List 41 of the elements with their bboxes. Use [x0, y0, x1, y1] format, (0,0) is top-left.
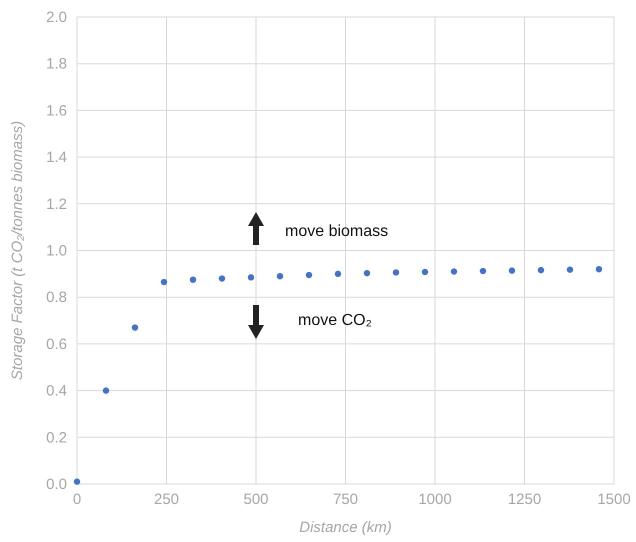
point [566, 266, 574, 273]
point [364, 270, 370, 276]
y-tick-label: 1.8 [46, 56, 67, 73]
y-axis-title: Storage Factor (t CO₂/tonnes biomass) [9, 120, 26, 380]
y-tick-label: 1.0 [46, 242, 67, 260]
x-tick-label: 1500 [597, 491, 631, 508]
y-tick-label: 0.6 [46, 336, 67, 353]
y-tick-label: 1.4 [46, 149, 67, 166]
point [276, 272, 284, 280]
y-tick-label: 2.0 [46, 9, 67, 26]
point [450, 268, 458, 275]
x-tick-label: 250 [154, 491, 180, 508]
x-tick-label: 500 [243, 491, 269, 508]
point [392, 269, 400, 276]
point [160, 278, 168, 286]
y-tick-label: 0.8 [46, 289, 67, 306]
point [102, 387, 110, 394]
point [248, 274, 254, 281]
point [334, 270, 342, 278]
annotation: move biomass [285, 223, 388, 240]
point [596, 266, 602, 272]
y-tick-label: 0.2 [46, 429, 67, 446]
point [190, 276, 196, 283]
point [74, 478, 80, 485]
point [422, 268, 428, 276]
y-tick-label: 0.0 [46, 476, 67, 493]
annotation: move CO₂ [298, 312, 372, 329]
point [218, 275, 226, 282]
x-axis-title: Distance (km) [299, 519, 392, 536]
y-tick-label: 0.4 [46, 382, 67, 400]
point [480, 268, 486, 274]
point [538, 266, 544, 274]
point [132, 324, 138, 331]
point [306, 272, 312, 278]
x-tick-label: 750 [332, 491, 358, 508]
x-tick-label: 1000 [418, 491, 452, 508]
y-tick-label: 1.2 [46, 196, 67, 213]
x-tick-label: 0 [72, 491, 82, 508]
y-tick-label: 1.6 [46, 102, 67, 120]
x-tick-label: 1250 [508, 491, 542, 508]
point [508, 267, 516, 274]
